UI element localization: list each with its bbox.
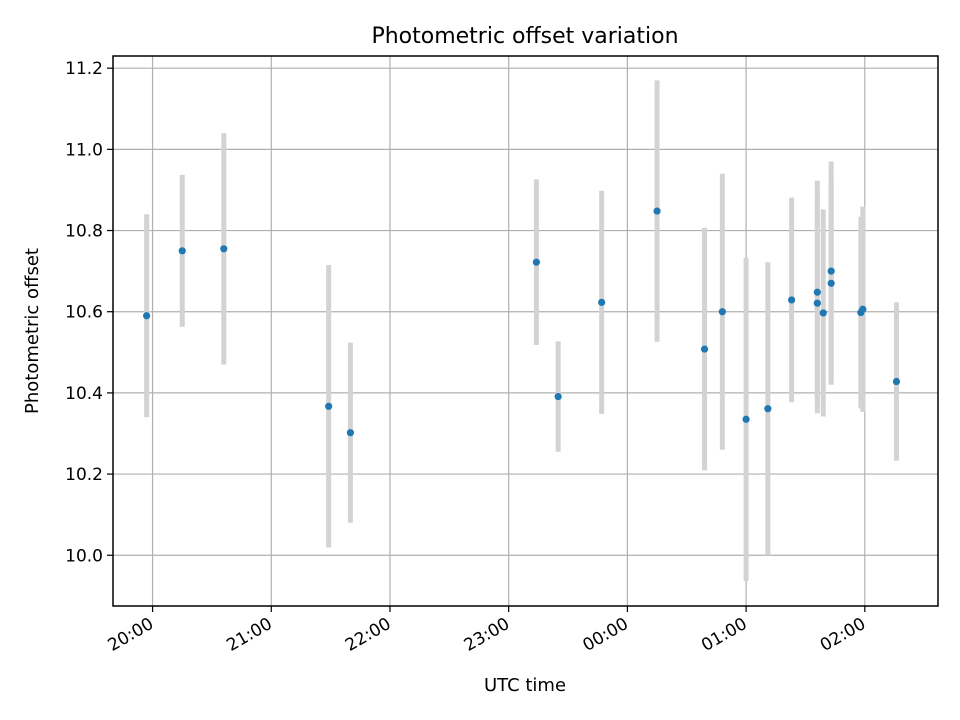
data-point xyxy=(598,298,606,306)
data-point xyxy=(827,267,835,275)
x-tick-label: 22:00 xyxy=(342,614,394,656)
x-tick-label: 20:00 xyxy=(105,614,157,656)
chart-title: Photometric offset variation xyxy=(371,24,678,49)
data-point xyxy=(554,392,562,401)
x-tick-label: 21:00 xyxy=(223,614,275,656)
data-point xyxy=(787,296,796,304)
data-point xyxy=(653,207,661,215)
data-point xyxy=(220,245,228,253)
x-tick-label: 01:00 xyxy=(698,614,750,656)
y-axis-ticks: 10.0 10.2 10.4 10.6 10.8 11.0 11.2 xyxy=(65,59,113,566)
data-point xyxy=(532,258,540,266)
y-tick-label: 10.2 xyxy=(65,465,103,485)
y-tick-label: 10.8 xyxy=(65,222,103,242)
grid xyxy=(113,56,938,606)
y-tick-label: 11.0 xyxy=(65,140,103,160)
x-tick-label: 00:00 xyxy=(579,614,631,656)
data-point xyxy=(813,299,821,307)
x-axis-ticks: 20:00 21:00 22:00 23:00 00:00 01:00 02:00 xyxy=(105,606,869,656)
data-point xyxy=(892,377,901,386)
y-tick-label: 11.2 xyxy=(65,59,103,79)
y-axis-label: Photometric offset xyxy=(22,248,43,414)
data-point xyxy=(346,429,355,437)
x-tick-label: 23:00 xyxy=(461,614,513,656)
data-point xyxy=(718,308,726,316)
data-point xyxy=(742,415,750,423)
data-point xyxy=(700,345,709,353)
data-point xyxy=(764,405,772,413)
y-tick-label: 10.4 xyxy=(65,384,103,404)
data-point xyxy=(143,312,151,320)
x-axis-label: UTC time xyxy=(484,675,566,696)
x-tick-label: 02:00 xyxy=(817,614,869,656)
y-tick-label: 10.6 xyxy=(65,303,103,323)
data-point xyxy=(813,288,821,296)
data-point xyxy=(819,309,827,317)
data-point xyxy=(178,247,186,255)
plot-frame xyxy=(112,55,939,607)
data-point xyxy=(859,305,867,313)
error-bars xyxy=(144,80,899,581)
data-markers xyxy=(143,207,901,437)
y-tick-label: 10.0 xyxy=(65,546,103,566)
data-point xyxy=(325,402,333,410)
data-point xyxy=(827,279,835,287)
